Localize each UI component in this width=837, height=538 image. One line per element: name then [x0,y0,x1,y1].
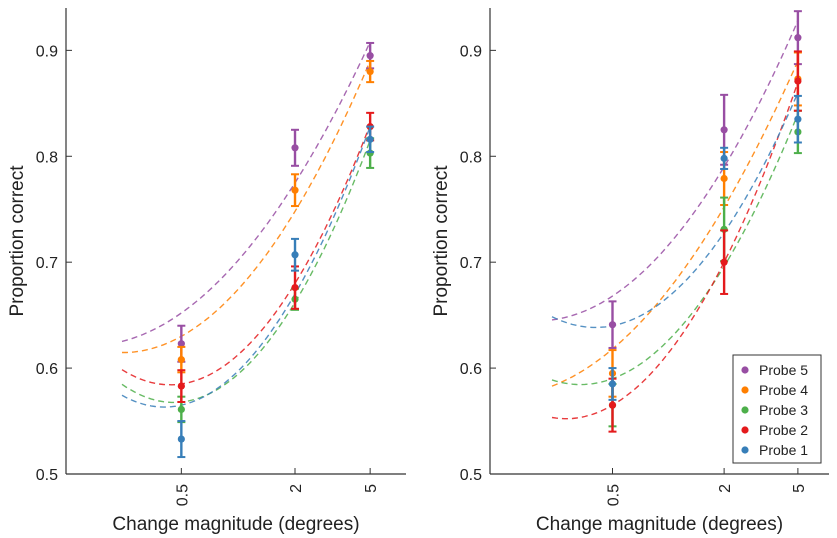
data-point-probe-5 [291,144,299,152]
legend-marker [741,386,749,394]
y-tick-label: 0.6 [36,361,58,378]
fit-curve-probe-1 [121,126,371,408]
legend-marker [741,406,749,414]
y-tick-label: 0.5 [36,467,58,484]
chart-panel-2: 0.5 0.6 0.7 0.8 0.9 0.5 2 5 Change magnitude (de… [431,8,829,535]
data-point-probe-2 [720,258,728,266]
y-tick-label: 0.5 [460,467,482,484]
data-point-probe-4 [720,174,728,183]
data-point-probe-3 [177,405,185,413]
data-point-probe-1 [794,115,802,123]
x-axis-label: Change magnitude (degrees) [536,514,783,535]
legend-label: Probe 4 [759,382,808,398]
y-tick-label: 0.9 [460,43,482,60]
x-tick-label: 5 [791,484,808,493]
x-tick-label: 2 [288,484,305,493]
legend-label: Probe 5 [759,362,808,378]
fit-curve-probe-1 [551,92,799,329]
x-tick-label: 0.5 [174,484,191,506]
data-point-probe-5 [177,340,185,348]
data-point-probe-1 [177,435,185,443]
y-tick-label: 0.9 [36,43,58,60]
data-point-probe-2 [177,382,185,390]
data-point-probe-5 [794,34,802,42]
y-tick-label: 0.6 [460,361,482,378]
y-axis-label: Proportion correct [7,165,28,317]
legend-marker [741,366,749,374]
data-point-probe-1 [608,380,617,388]
data-point-probe-2 [291,284,299,292]
data-point-probe-5 [608,321,617,329]
fit-curve-probe-4 [122,60,371,354]
legend-label: Probe 3 [759,402,808,418]
data-point-probe-2 [608,401,617,409]
data-point-probe-5 [366,52,374,60]
fit-curve-probe-4 [551,60,799,387]
x-tick-label: 2 [717,484,734,493]
legend-label: Probe 1 [759,442,808,458]
y-axis-label: Proportion correct [431,165,452,317]
legend-marker [741,426,749,434]
legend-label: Probe 2 [759,422,808,438]
data-point-probe-5 [720,126,728,134]
data-point-probe-4 [177,356,185,364]
y-tick-label: 0.8 [36,149,58,166]
y-tick-label: 0.7 [460,255,482,272]
fit-curve-probe-3 [551,113,799,386]
fit-curve-probe-2 [551,81,799,420]
fit-curve-probe-3 [121,140,371,404]
chart-panel-1: 0.5 0.6 0.7 0.8 0.9 0.5 2 5 Change magnitude (de… [7,8,406,535]
data-point-probe-1 [366,135,374,143]
x-tick-label: 0.5 [605,484,622,506]
legend-marker [741,446,749,454]
data-point-probe-1 [720,154,728,162]
y-tick-label: 0.7 [36,255,58,272]
fit-curve-probe-5 [121,41,371,343]
data-point-probe-1 [291,251,299,259]
y-tick-label: 0.8 [460,149,482,166]
data-point-probe-4 [291,186,299,194]
data-point-probe-2 [794,77,802,85]
data-point-probe-4 [366,67,374,76]
fit-curve-probe-2 [121,124,371,386]
fit-curve-probe-5 [551,20,799,321]
x-axis-label: Change magnitude (degrees) [112,514,359,535]
x-tick-label: 5 [363,484,380,493]
